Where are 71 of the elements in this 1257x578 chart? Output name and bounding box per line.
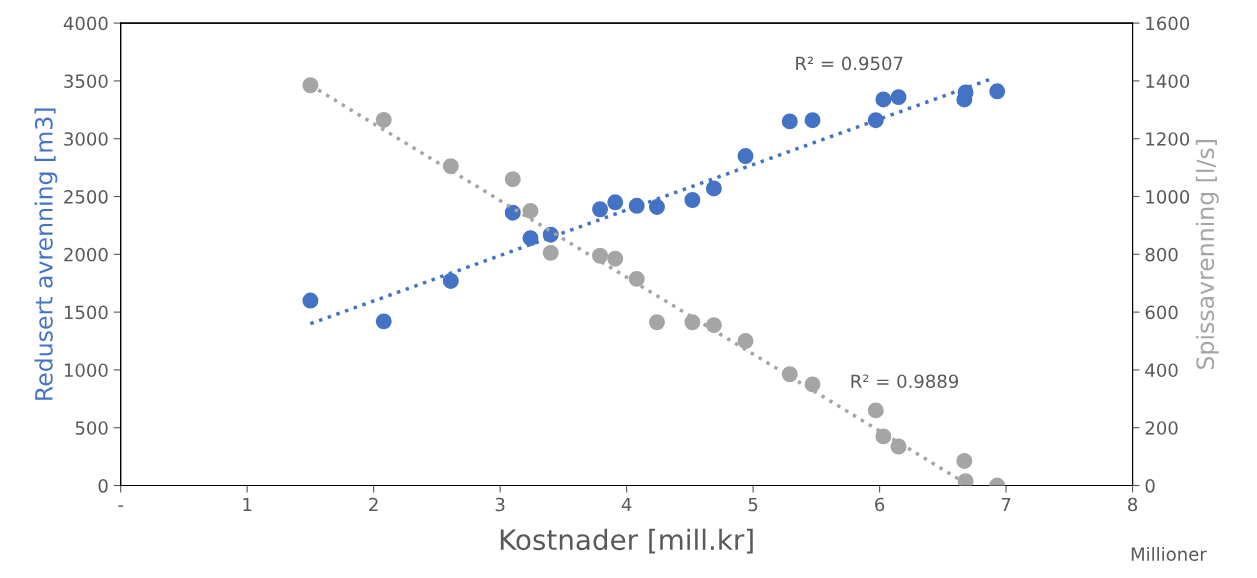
x-tick-label: 4 — [621, 497, 632, 512]
x-tick-label: 3 — [495, 497, 505, 512]
y2-tick-label: 600 — [1145, 305, 1178, 320]
point — [628, 270, 645, 287]
y2-tick-label: 200 — [1145, 421, 1178, 435]
annotation: R² = 0.9889 — [851, 374, 959, 389]
point — [705, 317, 722, 334]
point — [956, 452, 973, 469]
y2-tick-label: 1600 — [1146, 16, 1190, 31]
y2-tick-label: 400 — [1145, 363, 1178, 378]
x-tick-label: 8 — [1128, 497, 1138, 512]
y-tick-label: 3000 — [64, 132, 108, 146]
y-tick-label: 1500 — [64, 305, 108, 320]
point — [607, 194, 624, 211]
y2-tick-label: 1200 — [1146, 132, 1190, 146]
point — [781, 113, 798, 130]
x-axis-title: Kostnader [mill.kr] — [500, 528, 753, 554]
point — [442, 272, 459, 289]
point — [781, 366, 798, 383]
point — [442, 158, 459, 175]
point — [592, 201, 609, 218]
point — [737, 333, 754, 349]
point — [804, 112, 821, 129]
point — [957, 473, 974, 486]
x-tick-label: 2 — [369, 497, 378, 512]
y2-axis-title: Spissavrenning [l/s] — [1195, 140, 1219, 369]
point — [504, 171, 521, 188]
x-tick-label: 1 — [243, 497, 252, 512]
y2-tick-label: 800 — [1145, 247, 1178, 262]
y-tick-label: 2500 — [64, 189, 108, 204]
y2-tick-label: 0 — [1145, 478, 1155, 493]
y-tick-label: 3500 — [64, 74, 108, 89]
x-tick-label: 5 — [748, 497, 758, 512]
point — [989, 83, 1006, 100]
point — [302, 77, 319, 94]
x-tick-label: 6 — [875, 497, 885, 512]
point — [648, 198, 665, 215]
point — [522, 202, 539, 219]
point — [628, 197, 645, 214]
x-tick-label: - — [118, 505, 124, 507]
y-tick-label: 1000 — [64, 363, 108, 378]
point — [504, 204, 521, 221]
point — [684, 314, 701, 331]
y-tick-label: 2000 — [64, 247, 108, 262]
point — [375, 111, 392, 128]
point — [737, 148, 754, 165]
point — [804, 376, 821, 393]
point — [705, 180, 722, 197]
y-tick-label: 0 — [98, 478, 108, 493]
y2-tick-label: 1000 — [1146, 189, 1190, 204]
point — [592, 247, 609, 264]
point — [375, 313, 392, 330]
point — [875, 428, 892, 445]
point — [890, 438, 907, 455]
point — [522, 230, 539, 247]
point — [684, 192, 701, 208]
point — [867, 112, 884, 129]
y-tick-label: 4000 — [63, 16, 108, 31]
y2-tick-label: 1400 — [1146, 74, 1190, 89]
point — [648, 314, 665, 331]
point — [302, 292, 319, 309]
annotation: R² = 0.9507 — [796, 56, 903, 71]
point — [875, 91, 892, 108]
x-tick-label: 7 — [1001, 497, 1011, 512]
text: Millioner — [1131, 546, 1207, 561]
point — [867, 402, 884, 419]
point — [542, 244, 559, 261]
point — [890, 89, 907, 106]
y-axis-title: Redusert avrenning [m3] — [34, 108, 58, 400]
y-tick-label: 500 — [75, 421, 108, 435]
point — [607, 250, 624, 267]
